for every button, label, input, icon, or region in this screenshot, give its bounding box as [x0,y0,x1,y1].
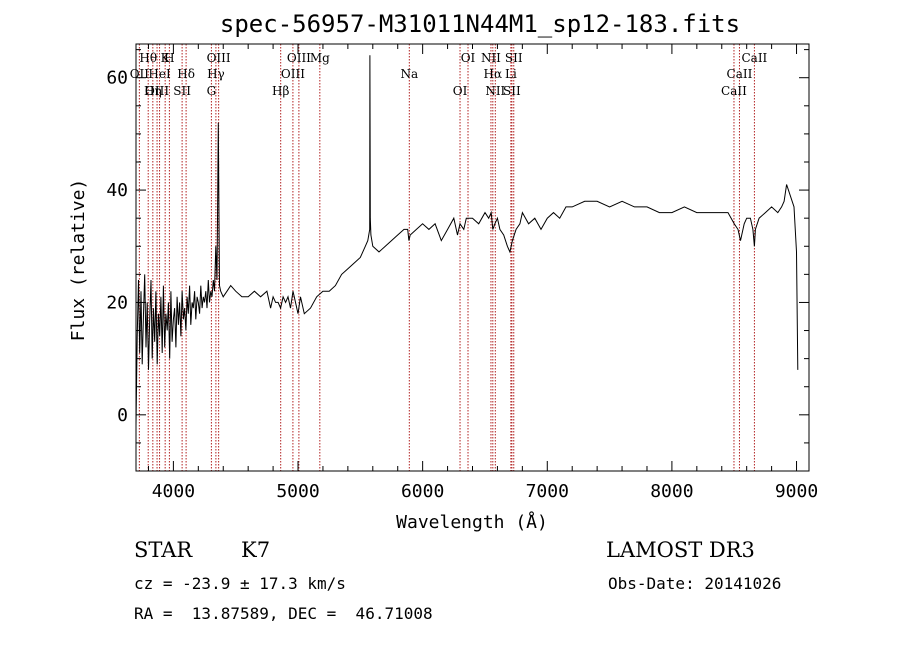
line-label: Hη [144,84,162,98]
line-label: Hθ [139,51,157,65]
x-tick-label: 4000 [152,481,195,502]
line-label: H [164,51,174,65]
line-label: OIII [281,67,305,81]
y-tick-label: 40 [106,180,128,201]
line-label: Hγ [207,67,225,81]
line-label: Na [400,67,418,81]
x-tick-label: 8000 [650,481,693,502]
y-tick-label: 0 [117,405,128,426]
spectrum-series-line [135,55,799,427]
line-label: Hα [484,67,503,81]
line-label: OI [453,84,468,98]
y-axis-label: Flux (relative) [68,179,89,342]
obs-date: Obs-Date: 20141026 [608,574,782,593]
x-tick-label: 6000 [401,481,444,502]
line-label: Hδ [177,67,195,81]
line-labels: Hθ OII OIII K HeI Hη HHδ SII OIII Hγ G OIII OIII Hβ Mg… [130,51,768,98]
y-tick-label: 60 [106,68,128,89]
line-label: CaII [727,67,753,81]
line-label: SII [505,51,523,65]
coordinates-readout: RA = 13.87589, DEC = 46.71008 [134,604,433,623]
line-label: HeI [148,67,171,81]
spectrum-chart: spec-56957-M31011N44M1_sp12-183.fits Hθ O… [68,10,818,533]
redshift-readout: cz = -23.9 ± 17.3 km/s [134,574,346,593]
object-class: STAR [134,538,193,562]
line-label: OII [130,67,150,81]
line-markers [138,44,755,471]
plot-frame [135,43,810,472]
line-label: Li [505,67,517,81]
line-label: NII [481,51,501,65]
line-label: OIII [207,51,231,65]
line-label: CaII [741,51,767,65]
line-label: CaII [721,84,747,98]
line-label: NII [485,84,505,98]
y-tick-label: 20 [106,292,128,313]
line-label: OIII [287,51,311,65]
line-label: G [207,84,217,98]
line-label: Mg [310,51,330,65]
line-label: SII [503,84,521,98]
x-tick-label: 5000 [276,481,319,502]
x-axis-ticks: 4000 5000 6000 7000 8000 9000 [147,44,818,502]
x-axis-label: Wavelength (Å) [396,511,548,533]
line-label: Hβ [272,84,289,98]
chart-title: spec-56957-M31011N44M1_sp12-183.fits [220,10,740,38]
x-tick-label: 7000 [526,481,569,502]
line-label: SII [173,84,191,98]
survey-name: LAMOST DR3 [606,538,755,562]
line-label: OI [461,51,476,65]
line-label: OIII [145,84,169,98]
line-label: K [161,51,171,65]
x-tick-label: 9000 [775,481,818,502]
y-axis-ticks: 0 20 40 60 [106,49,809,472]
object-subclass: K7 [241,538,271,562]
